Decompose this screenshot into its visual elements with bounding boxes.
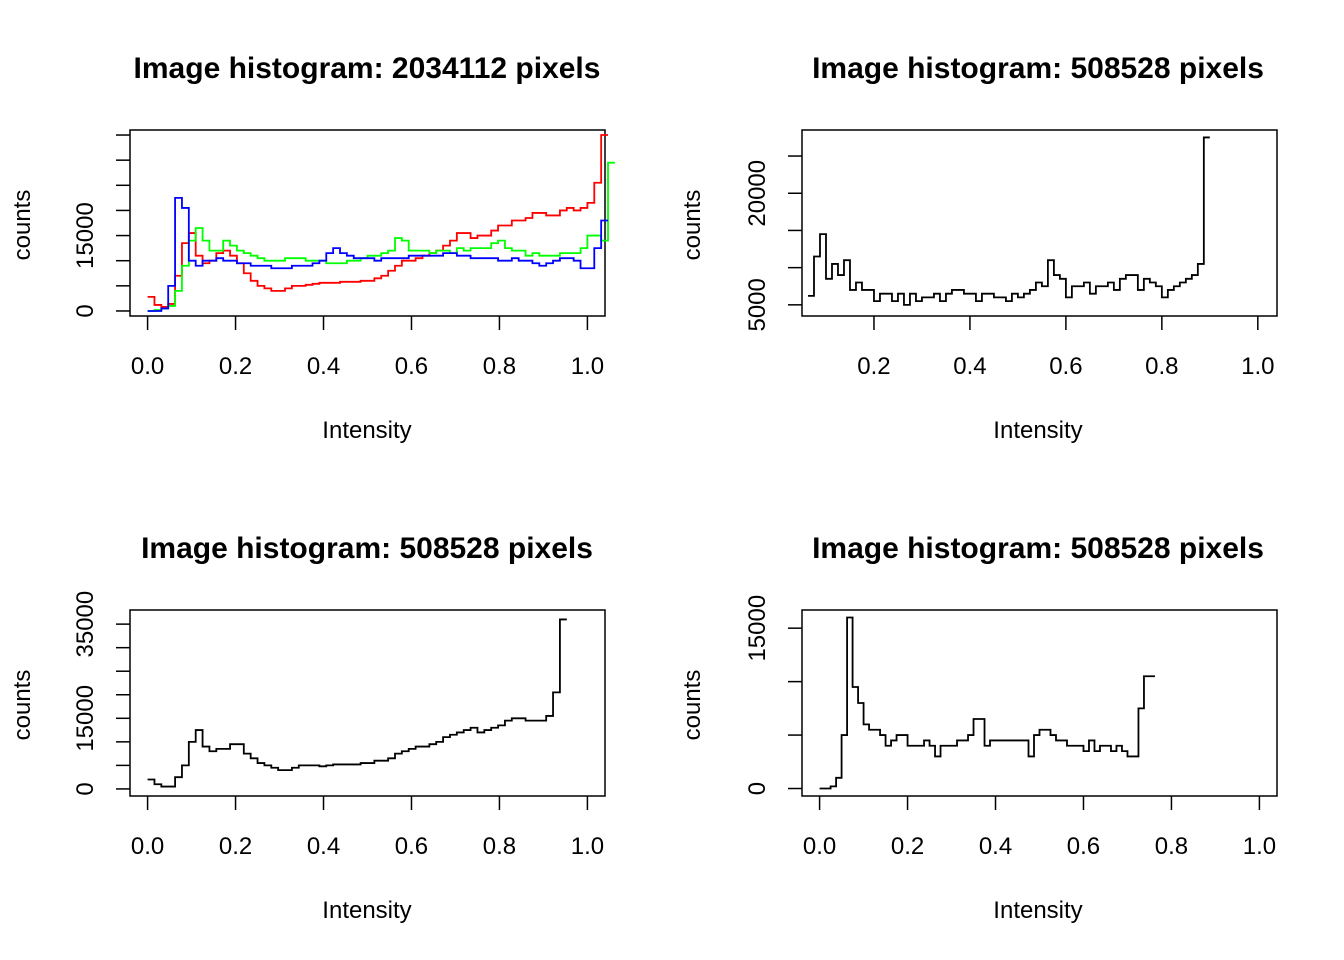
panel-2-series-1-line	[807, 136, 1210, 306]
panel-2-x-tick-label: 0.2	[857, 353, 890, 380]
panel-1: Image histogram: 2034112 pixels Intensit…	[9, 52, 615, 444]
panel-1-x-tick-label: 1.0	[571, 353, 604, 380]
panel-2-y-tick-label: 5000	[744, 278, 771, 331]
panel-4-x-axis-label: Intensity	[993, 897, 1082, 924]
panel-4-x-tick-label: 0.6	[1067, 833, 1100, 860]
panel-2-x-tick-label: 0.6	[1049, 353, 1082, 380]
panel-2-x-tick-label: 0.4	[953, 353, 986, 380]
panel-1-x-tick-label: 0.2	[219, 353, 252, 380]
panel-1-x-tick-label: 0.4	[307, 353, 340, 380]
panel-3-y-axis-label: counts	[9, 670, 36, 741]
panel-1-x-tick-label: 0.6	[395, 353, 428, 380]
panel-3-x-tick-label: 0.6	[395, 833, 428, 860]
panel-4-y-axis-label: counts	[679, 670, 706, 741]
panel-3: Image histogram: 508528 pixels Intensity…	[9, 532, 606, 924]
panel-4-series-1-line	[819, 616, 1155, 790]
panel-2: Image histogram: 508528 pixels Intensity…	[679, 52, 1278, 444]
panel-4-y-tick-label: 0	[744, 782, 771, 795]
panel-4-plot-frame	[801, 609, 1278, 797]
panel-3-x-tick-label: 0.0	[131, 833, 164, 860]
panel-4-title: Image histogram: 508528 pixels	[812, 532, 1264, 565]
panel-1-y-tick-label: 0	[72, 304, 99, 317]
panel-2-x-tick-label: 1.0	[1241, 353, 1274, 380]
panel-1-x-tick-label: 0.0	[131, 353, 164, 380]
panel-3-x-tick-label: 0.4	[307, 833, 340, 860]
panel-2-x-axis-label: Intensity	[993, 417, 1082, 444]
panel-3-y-tick-label: 15000	[72, 685, 99, 752]
panel-1-y-axis-label: counts	[9, 190, 36, 261]
panel-3-y-tick-label: 35000	[72, 591, 99, 658]
panel-3-x-tick-label: 0.8	[483, 833, 516, 860]
panel-1-x-axis-label: Intensity	[322, 417, 411, 444]
panel-3-x-axis-label: Intensity	[322, 897, 411, 924]
panel-1-y-tick-label: 15000	[72, 202, 99, 269]
panel-3-x-tick-label: 1.0	[571, 833, 604, 860]
panel-2-y-axis-label: counts	[679, 190, 706, 261]
panel-1-series-1-line	[147, 134, 609, 308]
panel-3-plot-frame	[129, 609, 606, 797]
panel-1-series-3-line	[147, 196, 609, 312]
panel-4-x-tick-label: 0.8	[1155, 833, 1188, 860]
panel-2-title: Image histogram: 508528 pixels	[812, 52, 1264, 85]
panel-2-x-tick-label: 0.8	[1145, 353, 1178, 380]
panel-1-x-tick-label: 0.8	[483, 353, 516, 380]
panel-4-x-tick-label: 1.0	[1243, 833, 1276, 860]
panel-3-y-tick-label: 0	[72, 782, 99, 795]
panel-1-series-2-line	[147, 161, 615, 312]
panel-1-title: Image histogram: 2034112 pixels	[134, 52, 601, 85]
panel-3-title: Image histogram: 508528 pixels	[141, 532, 593, 565]
panel-2-plot-frame	[801, 129, 1278, 317]
panel-4-x-tick-label: 0.2	[891, 833, 924, 860]
panel-2-y-tick-label: 20000	[744, 160, 771, 227]
panel-3-series-1-line	[147, 618, 567, 788]
panel-4-y-tick-label: 15000	[744, 595, 771, 662]
panel-1-plot-frame	[129, 129, 606, 317]
panel-4: Image histogram: 508528 pixels Intensity…	[679, 532, 1278, 924]
panel-4-x-tick-label: 0.0	[803, 833, 836, 860]
panel-3-x-tick-label: 0.2	[219, 833, 252, 860]
panel-4-x-tick-label: 0.4	[979, 833, 1012, 860]
